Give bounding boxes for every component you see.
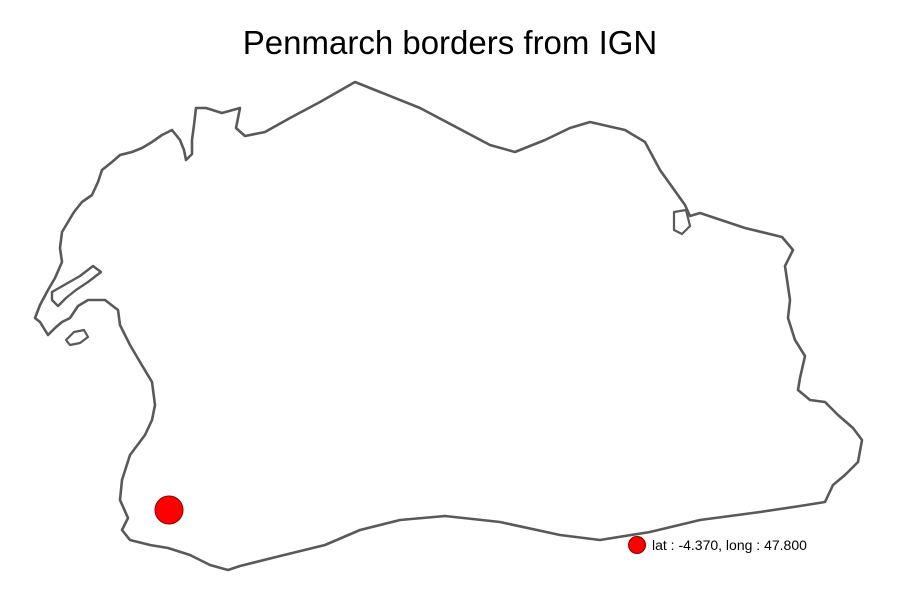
legend-label: lat : -4.370, long : 47.800 bbox=[652, 537, 807, 553]
map-legend: lat : -4.370, long : 47.800 bbox=[628, 536, 807, 554]
harbor-inlet bbox=[50, 264, 103, 308]
map-title: Penmarch borders from IGN bbox=[242, 24, 658, 61]
location-marker bbox=[154, 495, 184, 525]
commune-border bbox=[33, 80, 864, 572]
island-outline bbox=[64, 328, 90, 347]
border-notch bbox=[672, 208, 692, 236]
legend-marker-icon bbox=[628, 536, 646, 554]
